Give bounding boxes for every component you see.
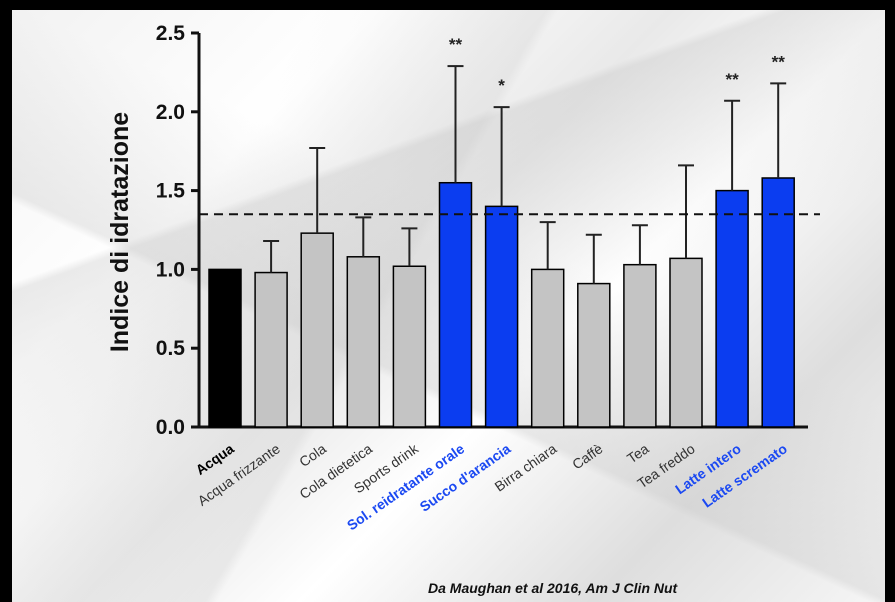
y-tick-label: 1.0 [156,258,185,281]
y-tick-label: 0.5 [156,337,186,360]
x-tick-label-2: Cola [296,440,329,470]
bar-10 [669,257,703,428]
bars [208,177,795,428]
bar-1 [254,271,288,428]
significance-marker-12: ** [772,52,786,71]
x-tick-label-8: Caffè [569,440,606,472]
significance-marker-6: * [498,76,505,95]
y-tick-label: 2.5 [156,22,186,45]
x-tick-label-1: Acqua frizzante [195,440,283,509]
bar-11 [715,189,749,428]
y-tick-labels: 0.0 0.5 1.0 1.5 2.0 2.5 [156,22,186,439]
error-bars [263,65,787,284]
bar-0 [208,268,242,428]
bar-2 [300,232,334,428]
source-citation: Da Maughan et al 2016, Am J Clin Nut [428,580,678,596]
axes [191,31,808,429]
y-axis-title: Indice di idratazione [106,112,134,352]
x-tick-label-12: Latte scremato [699,440,790,510]
bar-8 [577,282,611,428]
bar-3 [346,256,381,428]
x-tick-label-9: Tea [624,440,652,466]
bar-5 [438,181,473,428]
y-tick-label: 0.0 [156,416,185,439]
y-tick-label: 1.5 [156,180,186,203]
bar-4 [392,265,427,428]
bar-7 [530,268,565,428]
y-tick-label: 2.0 [156,101,185,124]
bar-9 [623,263,657,428]
significance-marker-11: ** [725,70,739,89]
significance-markers: *** **** [449,35,785,95]
bar-6 [484,205,519,428]
bar-12 [761,177,795,428]
significance-marker-5: ** [449,35,463,54]
